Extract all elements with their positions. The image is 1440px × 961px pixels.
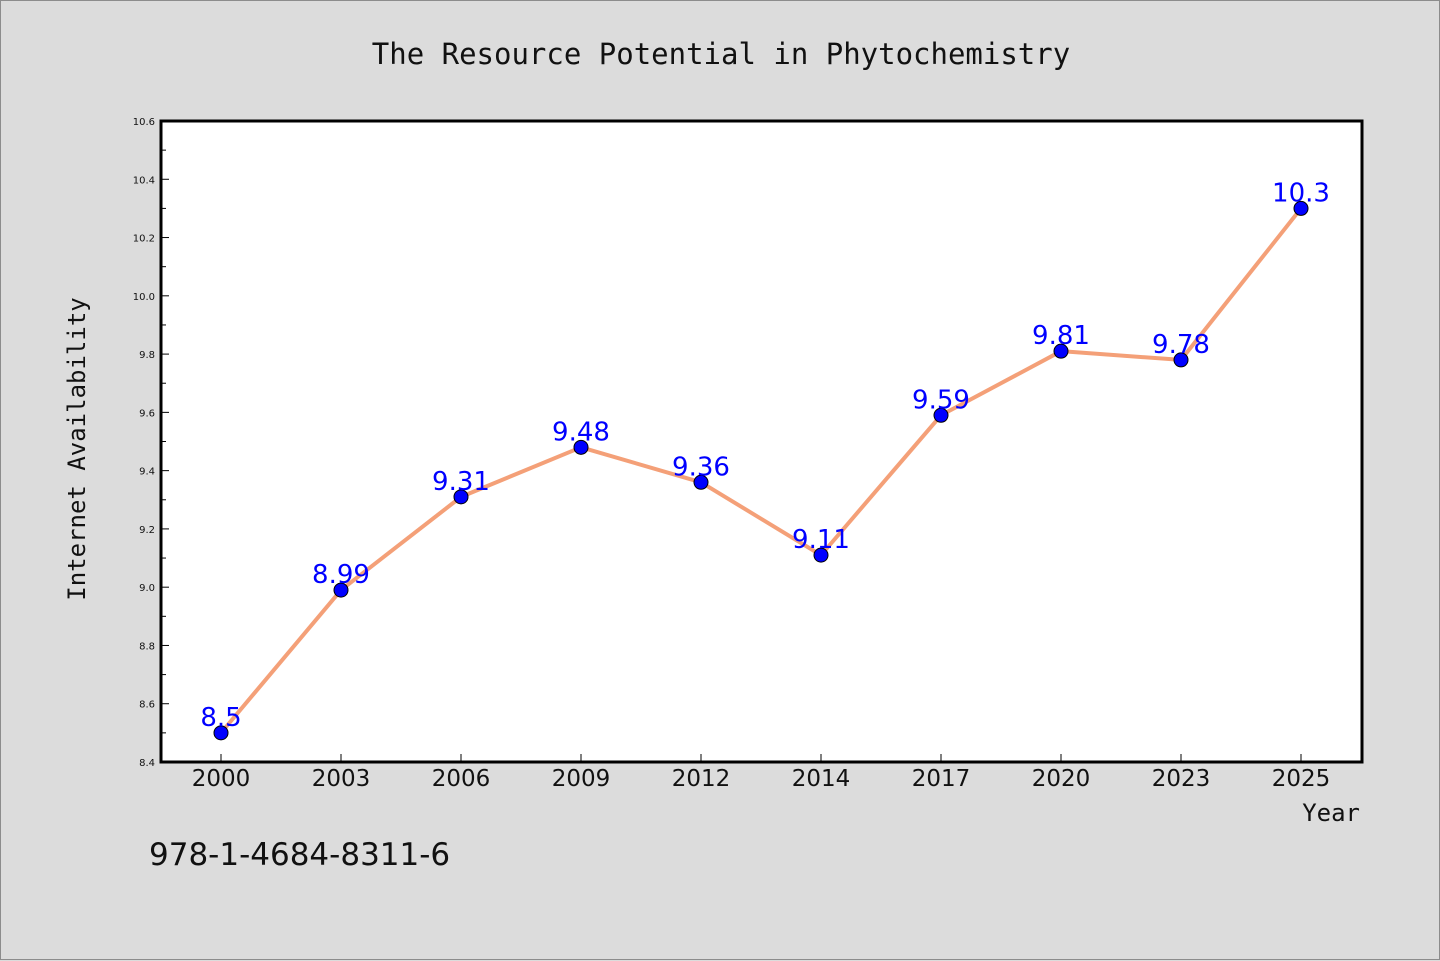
data-value-label: 9.36: [672, 452, 730, 482]
x-tick-label: 2000: [192, 766, 251, 792]
series-line-group: [219, 207, 1303, 735]
data-point-marker: [693, 474, 709, 490]
y-tick-label: 9.6: [139, 408, 155, 419]
plot-area: [161, 121, 1362, 762]
data-labels: 8.5 8.99 9.31 9.48 9.36 9.11 9.59 9.81 9.78 10.3: [200, 178, 1330, 732]
y-axis-label: Internet Availability: [63, 297, 91, 600]
y-axis-ticks: 8.4 8.6 8.8 9.0 9.2 9.4 9.6 9.8 10.0 10.2 10.4 10.6: [133, 117, 169, 769]
x-tick-label: 2025: [1272, 766, 1331, 792]
data-point-marker: [1053, 343, 1069, 359]
x-tick-label: 2009: [552, 766, 611, 792]
x-tick-label: 2020: [1032, 766, 1091, 792]
data-point-marker: [573, 439, 589, 455]
x-axis-ticks: 2000 2003 2006 2009 2012 2014 2017 2020 2023 2025: [192, 754, 1331, 792]
y-tick-label: 9.2: [139, 525, 155, 536]
x-tick-label: 2006: [432, 766, 491, 792]
plot-frame: [159, 119, 1364, 764]
data-value-label: 9.78: [1152, 330, 1210, 360]
data-value-label: 8.99: [312, 560, 370, 590]
y-tick-label: 9.4: [139, 467, 155, 478]
y-tick-label: 10.6: [133, 117, 155, 128]
data-point-marker: [213, 725, 229, 741]
data-point-marker: [453, 489, 469, 505]
data-value-label: 9.11: [792, 525, 850, 555]
y-tick-label: 8.8: [139, 641, 155, 652]
data-point-marker: [1293, 200, 1309, 216]
y-tick-label: 10.4: [133, 175, 155, 186]
series-line: [219, 207, 1303, 735]
data-point-marker: [333, 582, 349, 598]
x-tick-label: 2023: [1152, 766, 1211, 792]
x-tick-label: 2012: [672, 766, 731, 792]
data-value-label: 9.59: [912, 385, 970, 415]
data-point-marker: [1173, 352, 1189, 368]
data-value-label: 10.3: [1272, 178, 1330, 208]
data-point-marker: [813, 547, 829, 563]
y-tick-label: 8.6: [139, 700, 155, 711]
data-value-label: 9.81: [1032, 321, 1090, 351]
footnote-isbn: 978-1-4684-8311-6: [149, 837, 450, 873]
y-tick-label: 10.2: [133, 234, 155, 245]
chart-title: The Resource Potential in Phytochemistry: [372, 37, 1070, 71]
x-tick-label: 2017: [912, 766, 971, 792]
y-tick-label: 9.0: [139, 583, 155, 594]
x-tick-label: 2003: [312, 766, 371, 792]
series-markers: [213, 200, 1309, 741]
data-value-label: 9.48: [552, 417, 610, 447]
data-value-label: 9.31: [432, 467, 490, 497]
y-tick-label: 9.8: [139, 350, 155, 361]
data-value-label: 8.5: [200, 703, 241, 733]
y-tick-label: 8.4: [139, 758, 155, 769]
data-point-marker: [933, 407, 949, 423]
x-axis-label: Year: [1302, 799, 1360, 827]
x-tick-label: 2014: [792, 766, 851, 792]
y-tick-label: 10.0: [133, 292, 155, 303]
